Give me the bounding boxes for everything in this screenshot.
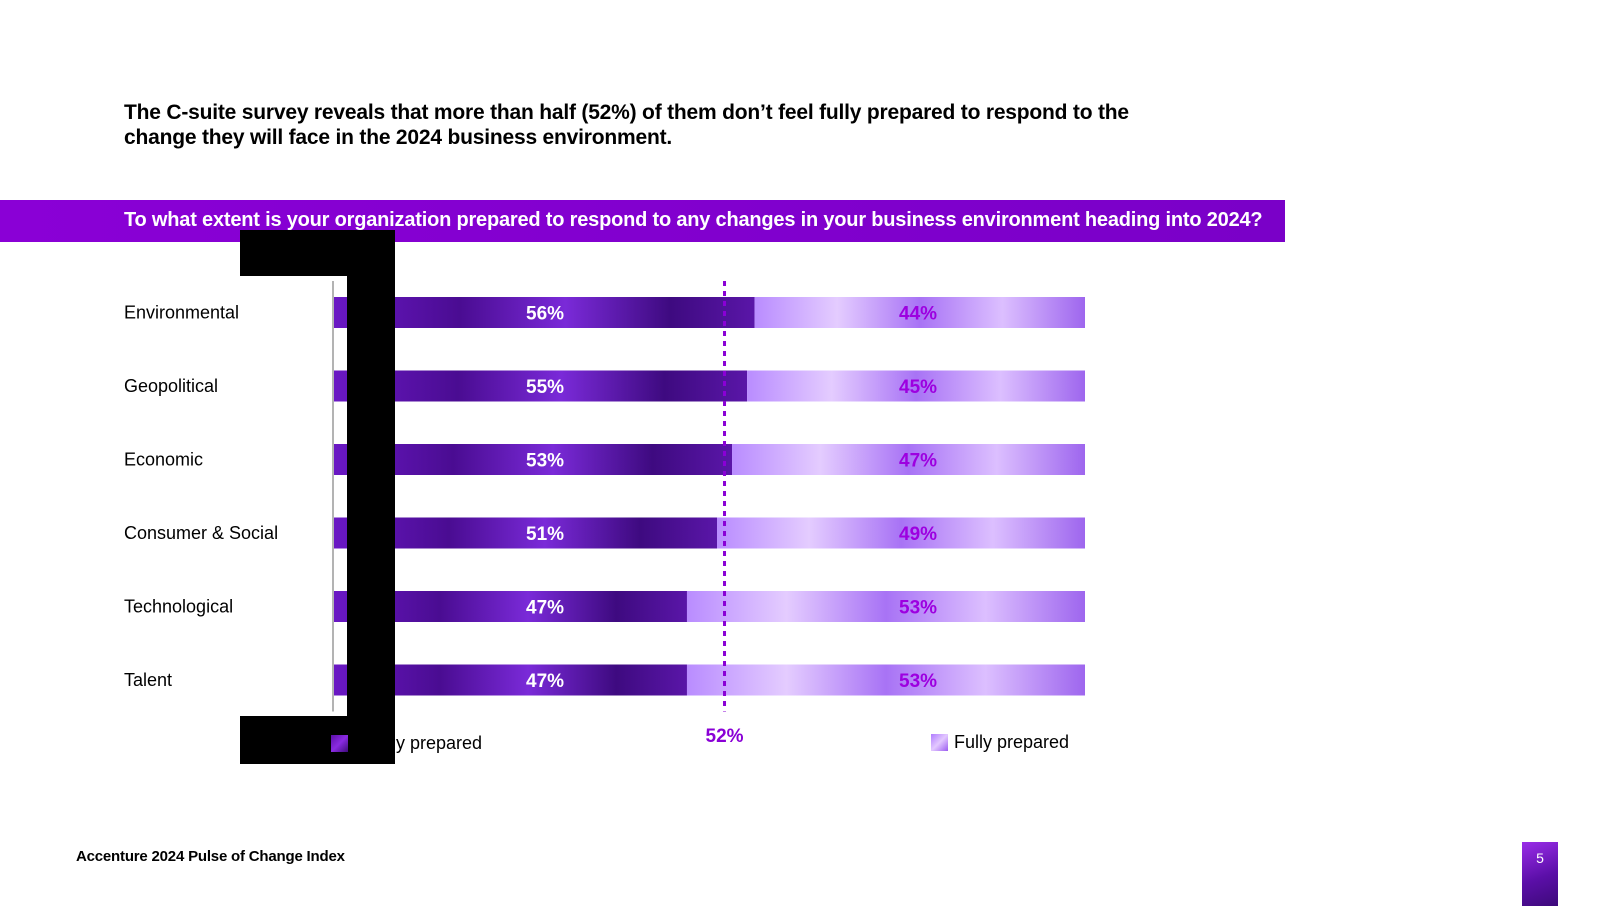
data-label-not-fully: 56% — [526, 304, 564, 325]
headline: The C-suite survey reveals that more tha… — [124, 101, 1129, 149]
data-label-not-fully: 51% — [526, 524, 564, 545]
question-band: To what extent is your organization prep… — [0, 200, 1285, 242]
legend-label-fully: Fully prepared — [954, 732, 1070, 752]
bar-fully-prepared — [717, 517, 1085, 549]
bar-not-fully-prepared — [334, 517, 718, 549]
bar-not-fully-prepared — [334, 370, 748, 402]
legend-label-not-fully: ully prepared — [378, 733, 483, 753]
reference-line-label: 52% — [706, 726, 744, 747]
category-label: Environmental — [124, 303, 239, 323]
category-label: Talent — [124, 670, 172, 690]
data-label-fully: 44% — [899, 304, 937, 325]
bar-fully-prepared — [686, 591, 1085, 622]
footer-source: Accenture 2024 Pulse of Change Index — [76, 848, 345, 865]
data-label-fully: 45% — [899, 377, 937, 398]
data-label-fully: 53% — [899, 671, 937, 692]
legend-not-fully: ully prepared — [331, 733, 482, 754]
bar-not-fully-prepared — [334, 297, 755, 328]
bar-not-fully-prepared — [334, 444, 733, 475]
data-label-fully: 53% — [899, 598, 937, 619]
category-label: Technological — [124, 597, 233, 617]
data-label-not-fully: 47% — [526, 671, 564, 692]
data-label-fully: 49% — [899, 524, 937, 545]
data-label-not-fully: 55% — [526, 377, 564, 398]
legend-swatch-not-fully — [331, 735, 348, 752]
question-text: To what extent is your organization prep… — [124, 209, 1263, 231]
data-label-fully: 47% — [899, 451, 937, 472]
bar-fully-prepared — [747, 370, 1085, 402]
bar-fully-prepared — [754, 297, 1085, 328]
category-label: Geopolitical — [124, 376, 218, 396]
redaction-block-bottom — [240, 716, 395, 764]
category-label: Consumer & Social — [124, 523, 278, 543]
legend-fully: Fully prepared — [931, 732, 1069, 753]
redaction-block-stem — [347, 276, 395, 716]
page-number: 5 — [1522, 842, 1558, 906]
data-label-not-fully: 53% — [526, 451, 564, 472]
bar-fully-prepared — [686, 664, 1085, 696]
data-label-not-fully: 47% — [526, 598, 564, 619]
legend-swatch-fully — [931, 734, 948, 751]
category-label: Economic — [124, 450, 203, 470]
redaction-block-top — [240, 230, 395, 276]
bar-fully-prepared — [732, 444, 1085, 475]
